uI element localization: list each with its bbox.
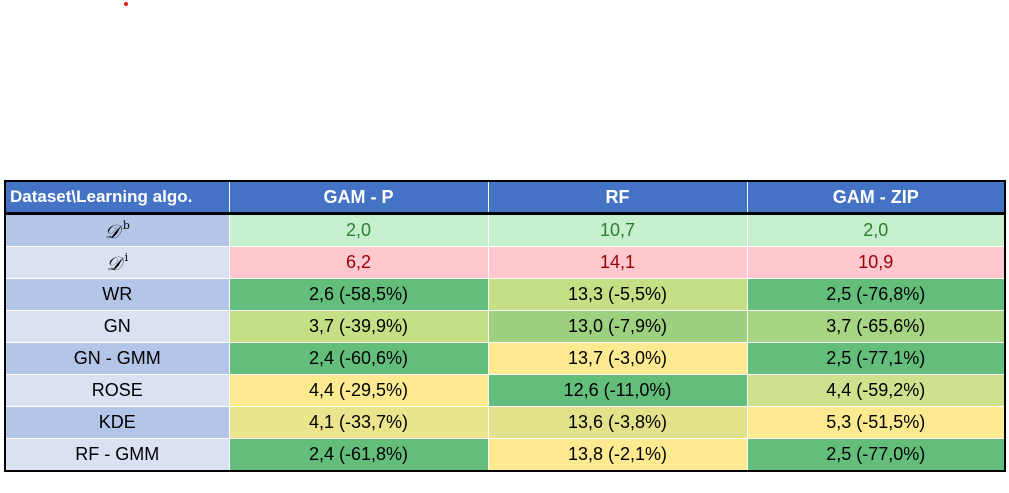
table-cell: 6,2 xyxy=(228,246,489,279)
row-label-kde: KDE xyxy=(4,406,230,439)
table-cell: 2,5 (-77,1%) xyxy=(746,342,1006,375)
table-row-kde: KDE 4,1 (-33,7%) 13,6 (-3,8%) 5,3 (-51,5… xyxy=(4,406,1006,439)
table-row-rf-gmm: RF - GMM 2,4 (-61,8%) 13,8 (-2,1%) 2,5 (… xyxy=(4,438,1006,472)
table-cell: 5,3 (-51,5%) xyxy=(746,406,1006,439)
table-cell: 10,7 xyxy=(487,213,748,247)
table-cell: 3,7 (-65,6%) xyxy=(746,310,1006,343)
superscript-i: i xyxy=(124,250,129,264)
table-cell: 2,0 xyxy=(228,213,489,247)
table-cell: 2,4 (-61,8%) xyxy=(228,438,489,472)
table-row-gn-gmm: GN - GMM 2,4 (-60,6%) 13,7 (-3,0%) 2,5 (… xyxy=(4,342,1006,375)
superscript-b: b xyxy=(122,218,130,232)
results-table: Dataset\Learning algo. GAM - P RF GAM - … xyxy=(4,180,1006,472)
row-label-gn: GN xyxy=(4,310,230,343)
column-header-gam-zip: GAM - ZIP xyxy=(746,180,1006,215)
column-header-gam-p: GAM - P xyxy=(228,180,489,215)
row-label-gn-gmm: GN - GMM xyxy=(4,342,230,375)
table-row-wr: WR 2,6 (-58,5%) 13,3 (-5,5%) 2,5 (-76,8%… xyxy=(4,278,1006,311)
table-cell: 2,6 (-58,5%) xyxy=(228,278,489,311)
table-cell: 13,0 (-7,9%) xyxy=(487,310,748,343)
row-label-rose: ROSE xyxy=(4,374,230,407)
table-cell: 2,5 (-77,0%) xyxy=(746,438,1006,472)
table-row-gn: GN 3,7 (-39,9%) 13,0 (-7,9%) 3,7 (-65,6%… xyxy=(4,310,1006,343)
d-symbol: 𝒟 xyxy=(106,252,122,275)
table-cell: 2,5 (-76,8%) xyxy=(746,278,1006,311)
row-label-rf-gmm: RF - GMM xyxy=(4,438,230,472)
row-label-wr: WR xyxy=(4,278,230,311)
table-cell: 14,1 xyxy=(487,246,748,279)
table-row-rose: ROSE 4,4 (-29,5%) 12,6 (-11,0%) 4,4 (-59… xyxy=(4,374,1006,407)
table-cell: 13,8 (-2,1%) xyxy=(487,438,748,472)
table-cell: 13,3 (-5,5%) xyxy=(487,278,748,311)
corner-header: Dataset\Learning algo. xyxy=(4,180,230,215)
table-cell: 4,4 (-29,5%) xyxy=(228,374,489,407)
d-symbol: 𝒟 xyxy=(104,220,120,243)
table-cell: 4,4 (-59,2%) xyxy=(746,374,1006,407)
header-row: Dataset\Learning algo. GAM - P RF GAM - … xyxy=(4,180,1006,215)
table-cell: 13,7 (-3,0%) xyxy=(487,342,748,375)
red-dot-marker xyxy=(124,2,128,6)
table-cell: 2,4 (-60,6%) xyxy=(228,342,489,375)
table-cell: 10,9 xyxy=(746,246,1006,279)
table-cell: 12,6 (-11,0%) xyxy=(487,374,748,407)
column-header-rf: RF xyxy=(487,180,748,215)
table-cell: 2,0 xyxy=(746,213,1006,247)
table-cell: 13,6 (-3,8%) xyxy=(487,406,748,439)
table-cell: 4,1 (-33,7%) xyxy=(228,406,489,439)
table-cell: 3,7 (-39,9%) xyxy=(228,310,489,343)
